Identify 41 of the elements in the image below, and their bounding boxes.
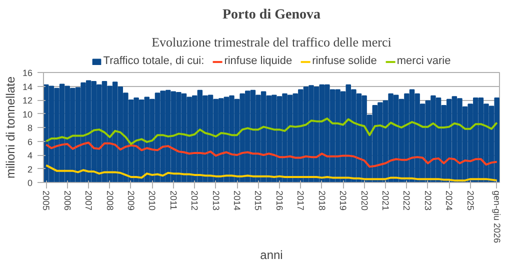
x-tick-label: 2025	[465, 190, 476, 211]
chart-title: Porto di Genova	[222, 8, 321, 22]
x-tick-label: 2016	[274, 190, 284, 211]
x-tick-label: 2011	[168, 190, 178, 210]
line-series	[45, 142, 498, 168]
x-tick-label: 2022	[402, 190, 412, 211]
chart-subtitle: Evoluzione trimestrale del traffico delle merci	[152, 34, 392, 50]
legend-label: Traffico totale, di cui:	[103, 55, 204, 67]
y-tick-label: 6	[27, 136, 33, 147]
y-tick-label: 10	[22, 109, 33, 120]
x-tick-label: 2019	[338, 190, 348, 211]
x-tick-label: 2017	[296, 190, 306, 211]
x-tick-label: 2020	[359, 190, 370, 211]
x-tick-label: 2010	[147, 190, 158, 211]
x-tick-label: 2005	[41, 190, 52, 211]
y-tick-label: 8	[27, 123, 33, 133]
y-tick-label: 4	[27, 150, 33, 160]
legend-label: merci varie	[396, 55, 451, 67]
x-tick-label: 2024	[444, 190, 454, 211]
x-tick-label: gen-giu 2026	[492, 190, 502, 244]
legend-label: rinfuse solide	[312, 55, 377, 67]
x-tick-label: 2014	[232, 190, 242, 211]
y-tick-label: 14	[22, 82, 33, 92]
x-tick-label: 2021	[380, 190, 390, 211]
legend-label: rinfuse liquide	[224, 55, 292, 67]
x-tick-label: 2023	[422, 190, 433, 211]
x-tick-label: 2006	[62, 190, 72, 211]
y-axis-title: milioni di tonnellate	[3, 76, 18, 179]
x-tick-label: 2015	[253, 190, 264, 211]
y-tick-label: 16	[22, 68, 33, 78]
x-tick-label: 2018	[316, 190, 327, 211]
x-tick-label: 2013	[210, 190, 221, 211]
y-tick-label: 0	[27, 178, 33, 188]
x-tick-label: 2009	[126, 190, 136, 211]
line-series	[45, 118, 498, 145]
x-tick-label: 2012	[190, 190, 200, 211]
x-tick-label: 2007	[84, 190, 94, 211]
y-tick-label: 2	[27, 164, 33, 174]
y-tick-label: 12	[22, 96, 33, 106]
x-tick-label: 2008	[104, 190, 115, 211]
x-axis-title: anni	[260, 248, 283, 262]
